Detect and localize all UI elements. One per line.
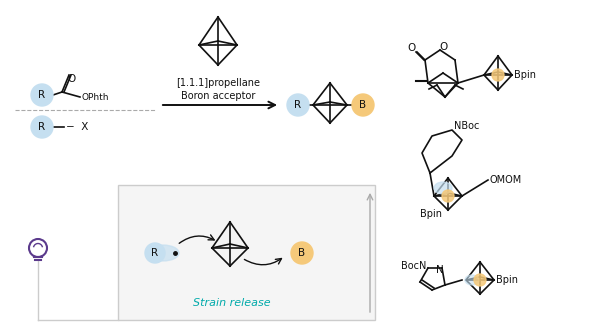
Text: Bpin: Bpin <box>496 275 518 285</box>
Circle shape <box>474 274 486 286</box>
Text: Boron acceptor: Boron acceptor <box>181 91 255 101</box>
Text: Bpin: Bpin <box>420 209 442 219</box>
Circle shape <box>492 69 504 81</box>
Text: OPhth: OPhth <box>82 93 110 101</box>
Text: O: O <box>439 42 447 52</box>
Ellipse shape <box>465 275 479 285</box>
Text: R: R <box>39 90 46 100</box>
Ellipse shape <box>434 182 452 194</box>
Text: B: B <box>299 248 306 258</box>
Text: O: O <box>67 74 75 84</box>
Text: N: N <box>436 265 444 275</box>
Text: Strain release: Strain release <box>193 298 271 308</box>
Text: OMOM: OMOM <box>490 175 523 185</box>
Text: Bpin: Bpin <box>514 70 536 80</box>
Ellipse shape <box>147 245 179 261</box>
FancyBboxPatch shape <box>118 185 375 320</box>
Text: O: O <box>408 43 416 53</box>
Circle shape <box>31 116 53 138</box>
Circle shape <box>352 94 374 116</box>
Text: R: R <box>152 248 158 258</box>
Circle shape <box>31 84 53 106</box>
Circle shape <box>291 242 313 264</box>
Text: R: R <box>294 100 302 110</box>
Text: R: R <box>39 122 46 132</box>
Text: B: B <box>359 100 367 110</box>
Text: NBoc: NBoc <box>454 121 479 131</box>
Circle shape <box>442 190 454 202</box>
Text: −  X: − X <box>66 122 88 132</box>
Circle shape <box>287 94 309 116</box>
Text: [1.1.1]propellane: [1.1.1]propellane <box>176 78 260 88</box>
Circle shape <box>145 243 165 263</box>
Text: BocN: BocN <box>400 261 426 271</box>
